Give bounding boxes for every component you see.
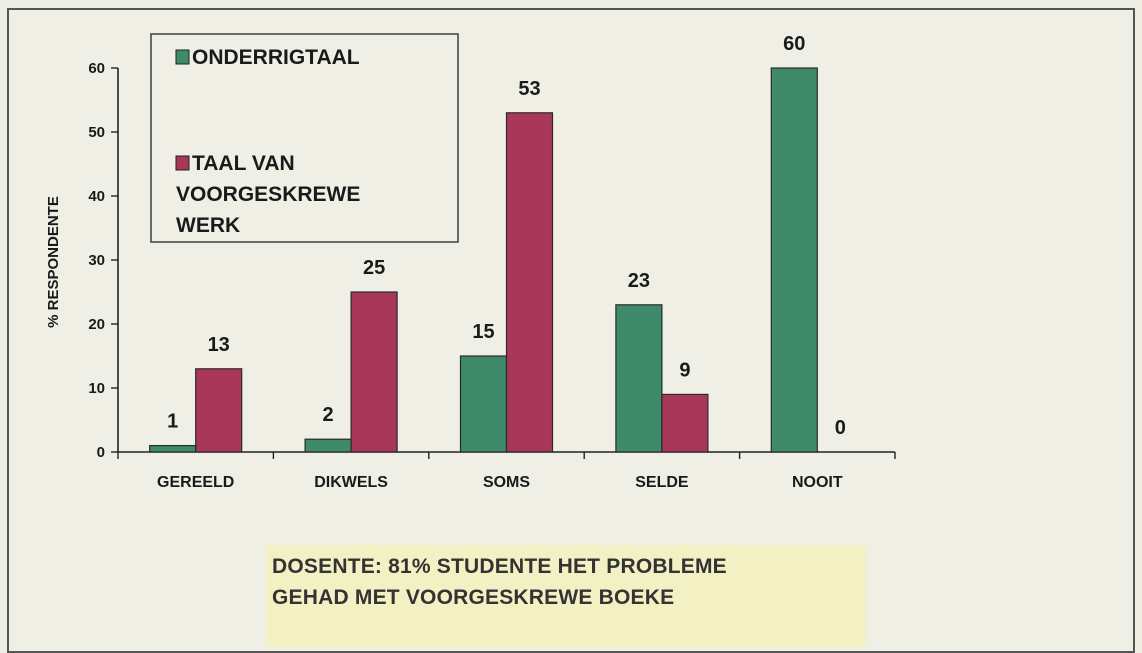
caption-line-1: DOSENTE: 81% STUDENTE HET PROBLEME bbox=[272, 555, 727, 578]
legend-label: VOORGESKREWE bbox=[176, 183, 360, 206]
y-axis-label: % RESPONDENTE bbox=[45, 196, 62, 328]
bar bbox=[195, 368, 243, 453]
x-tick-label: GEREELD bbox=[157, 474, 234, 491]
data-label: 23 bbox=[628, 270, 650, 292]
legend-label: WERK bbox=[176, 214, 240, 237]
caption-box: DOSENTE: 81% STUDENTE HET PROBLEME GEHAD… bbox=[266, 545, 866, 647]
data-label: 13 bbox=[208, 334, 230, 356]
bar bbox=[149, 445, 197, 453]
data-label: 0 bbox=[835, 417, 846, 439]
bar bbox=[505, 112, 554, 453]
y-tick-label: 0 bbox=[97, 444, 105, 461]
data-label: 2 bbox=[323, 404, 334, 426]
data-label: 53 bbox=[518, 78, 540, 100]
bar bbox=[459, 355, 508, 453]
bar bbox=[661, 393, 709, 453]
data-label: 60 bbox=[783, 33, 805, 55]
y-tick-label: 10 bbox=[88, 380, 105, 397]
x-tick-label: SOMS bbox=[483, 474, 530, 491]
legend-label: ONDERRIGTAAL bbox=[192, 46, 360, 69]
bar bbox=[770, 67, 818, 453]
legend-swatch bbox=[175, 49, 190, 65]
y-tick-label: 30 bbox=[88, 252, 105, 269]
legend-label: TAAL VAN bbox=[192, 152, 295, 175]
legend-box bbox=[150, 33, 459, 243]
bar bbox=[350, 291, 398, 453]
data-label: 15 bbox=[472, 321, 494, 343]
x-tick-label: DIKWELS bbox=[314, 474, 388, 491]
y-tick-label: 60 bbox=[88, 60, 105, 77]
legend-swatch bbox=[175, 155, 190, 171]
y-tick-label: 20 bbox=[88, 316, 105, 333]
y-tick-label: 50 bbox=[88, 124, 105, 141]
data-label: 1 bbox=[167, 411, 178, 433]
caption-line-2: GEHAD MET VOORGESKREWE BOEKE bbox=[272, 586, 675, 609]
y-tick-label: 40 bbox=[88, 188, 105, 205]
x-tick-label: SELDE bbox=[635, 474, 689, 491]
bar bbox=[304, 438, 352, 453]
data-label: 25 bbox=[363, 257, 385, 279]
data-label: 9 bbox=[679, 359, 690, 381]
x-tick-label: NOOIT bbox=[792, 474, 843, 491]
bar bbox=[615, 304, 663, 453]
